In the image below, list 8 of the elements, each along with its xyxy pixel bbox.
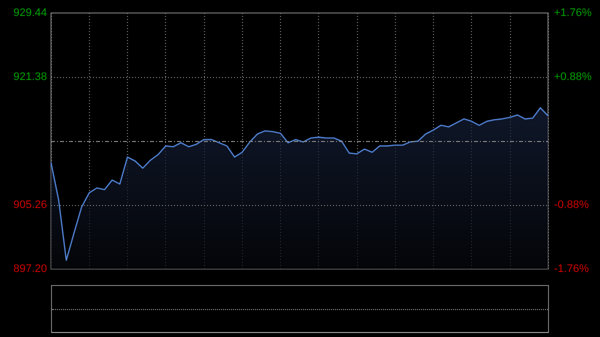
y2-tick-label: +1.76% [554,7,592,19]
y-tick-label: 929.44 [13,7,47,19]
y2-tick-label: +0.88% [554,71,592,83]
y2-tick-label: -0.88% [554,199,590,211]
y-tick-label: 897.20 [13,263,47,275]
y-tick-label: 921.38 [13,71,47,83]
y-tick-label: 905.26 [13,199,47,211]
y2-tick-label: -1.76% [554,263,590,275]
